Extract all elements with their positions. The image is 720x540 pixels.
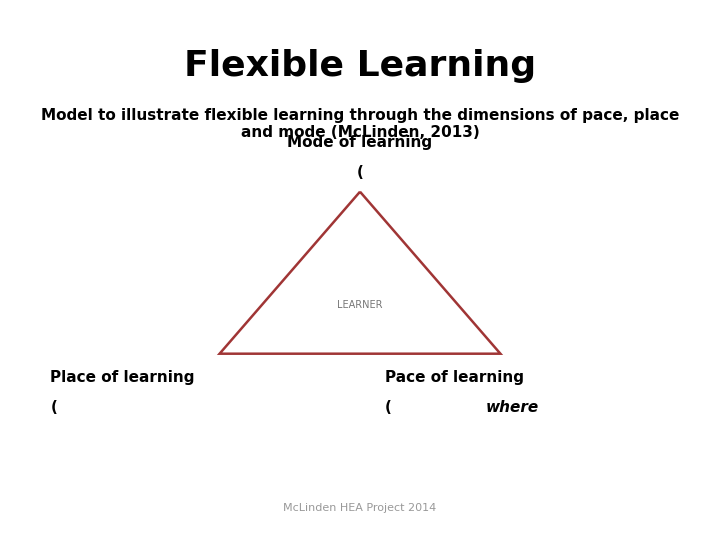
Text: Model to illustrate flexible learning through the dimensions of pace, place
and : Model to illustrate flexible learning th… [41, 108, 679, 140]
Text: Flexible Learning: Flexible Learning [184, 49, 536, 83]
Text: LEARNER: LEARNER [337, 300, 383, 310]
Text: Pace of learning: Pace of learning [385, 370, 524, 385]
Text: McLinden HEA Project 2014: McLinden HEA Project 2014 [284, 503, 436, 512]
Text: where: where [486, 400, 539, 415]
Text: (: ( [385, 400, 392, 415]
Text: Place of learning: Place of learning [50, 370, 195, 385]
Text: (: ( [356, 165, 364, 180]
Text: (: ( [50, 400, 58, 415]
Text: Mode of learning: Mode of learning [287, 135, 433, 150]
